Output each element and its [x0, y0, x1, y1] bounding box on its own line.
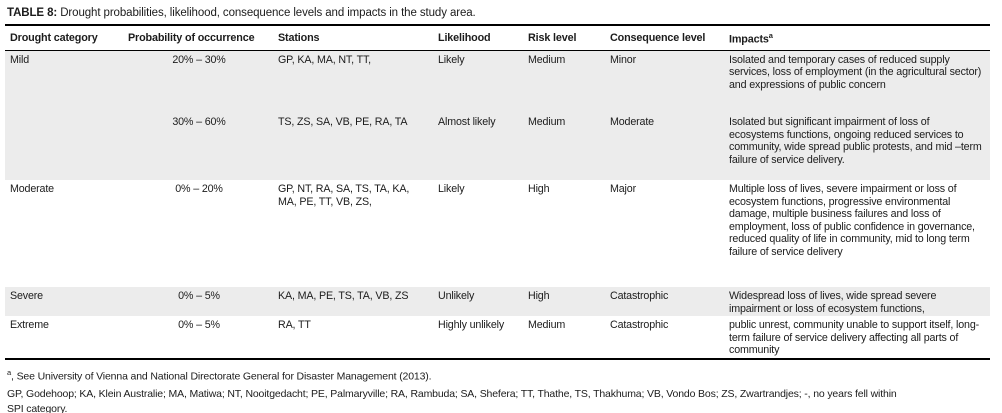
- table-row-mild-2: 30% – 60% TS, ZS, SA, VB, PE, RA, TA Alm…: [5, 113, 990, 181]
- cell-category: Severe: [10, 290, 43, 303]
- cell-risk-level: High: [528, 183, 550, 196]
- table-row-severe: Severe 0% – 5% KA, MA, PE, TS, TA, VB, Z…: [5, 287, 990, 317]
- footnote-source-marker: a: [7, 367, 12, 377]
- cell-likelihood: Almost likely: [438, 116, 496, 129]
- footnote-abbreviations-line2: SPI category.: [7, 403, 68, 413]
- cell-impacts: Isolated but significant impairment of l…: [729, 116, 982, 166]
- cell-consequence-level: Moderate: [610, 116, 654, 129]
- cell-probability: 0% – 20%: [175, 183, 223, 196]
- cell-impacts: Multiple loss of lives, severe impairmen…: [729, 183, 975, 258]
- cell-likelihood: Likely: [438, 53, 465, 66]
- cell-impacts: public unrest, community unable to suppo…: [729, 319, 980, 357]
- cell-category: Mild: [10, 53, 29, 66]
- cell-consequence-level: Major: [610, 183, 636, 196]
- cell-likelihood: Unlikely: [438, 290, 475, 303]
- table-caption: TABLE 8: Drought probabilities, likeliho…: [5, 4, 996, 24]
- cell-probability: 0% – 5%: [178, 290, 220, 303]
- cell-risk-level: High: [528, 290, 550, 303]
- col-header-stations: Stations: [278, 26, 438, 51]
- cell-category: Extreme: [10, 319, 49, 332]
- table-caption-label: TABLE 8:: [7, 7, 58, 19]
- col-header-probability: Probability of occurrence: [128, 26, 278, 51]
- drought-table: Drought category Probability of occurren…: [5, 26, 990, 360]
- cell-likelihood: Highly unlikely: [438, 319, 505, 332]
- cell-impacts: Isolated and temporary cases of reduced …: [729, 53, 982, 91]
- table-caption-text: Drought probabilities, likelihood, conse…: [60, 7, 476, 19]
- cell-consequence-level: Catastrophic: [610, 290, 669, 303]
- table-row-extreme: Extreme 0% – 5% RA, TT Highly unlikely M…: [5, 316, 990, 359]
- cell-category: [5, 113, 128, 180]
- title-rule: [5, 24, 990, 26]
- cell-category: Moderate: [10, 183, 54, 196]
- impacts-footnote-marker: a: [768, 31, 773, 40]
- cell-stations: GP, NT, RA, SA, TS, TA, KA, MA, PE, TT, …: [278, 183, 410, 208]
- cell-stations: KA, MA, PE, TS, TA, VB, ZS: [278, 290, 409, 303]
- footnotes: a, See University of Vienna and National…: [5, 360, 996, 413]
- cell-likelihood: Likely: [438, 183, 465, 196]
- cell-probability: 30% – 60%: [172, 116, 226, 129]
- cell-stations: RA, TT: [278, 319, 311, 332]
- footnote-abbreviations-line1: GP, Godehoop; KA, Klein Australie; MA, M…: [7, 388, 897, 401]
- cell-consequence-level: Catastrophic: [610, 319, 669, 332]
- col-header-drought-category: Drought category: [5, 26, 128, 51]
- cell-risk-level: Medium: [528, 319, 566, 332]
- col-header-impacts: Impactsa: [729, 26, 990, 51]
- footnote-source: a, See University of Vienna and National…: [7, 365, 996, 385]
- footnote-source-text: , See University of Vienna and National …: [11, 370, 432, 383]
- cell-consequence-level: Minor: [610, 53, 636, 66]
- cell-risk-level: Medium: [528, 53, 566, 66]
- table-row-moderate: Moderate 0% – 20% GP, NT, RA, SA, TS, TA…: [5, 180, 990, 287]
- col-header-impacts-label: Impacts: [729, 33, 769, 46]
- cell-stations: TS, ZS, SA, VB, PE, RA, TA: [278, 116, 408, 129]
- header-row: Drought category Probability of occurren…: [5, 26, 990, 51]
- table-row-mild-1: Mild 20% – 30% GP, KA, MA, NT, TT, Likel…: [5, 50, 990, 114]
- cell-stations: GP, KA, MA, NT, TT,: [278, 53, 371, 66]
- cell-impacts: Widespread loss of lives, wide spread se…: [729, 290, 937, 315]
- col-header-consequence-level: Consequence level: [610, 26, 729, 51]
- col-header-likelihood: Likelihood: [438, 26, 528, 51]
- cell-probability: 0% – 5%: [178, 319, 220, 332]
- footnote-abbreviations: GP, Godehoop; KA, Klein Australie; MA, M…: [7, 387, 996, 413]
- col-header-risk-level: Risk level: [528, 26, 610, 51]
- cell-risk-level: Medium: [528, 116, 566, 129]
- cell-probability: 20% – 30%: [172, 53, 226, 66]
